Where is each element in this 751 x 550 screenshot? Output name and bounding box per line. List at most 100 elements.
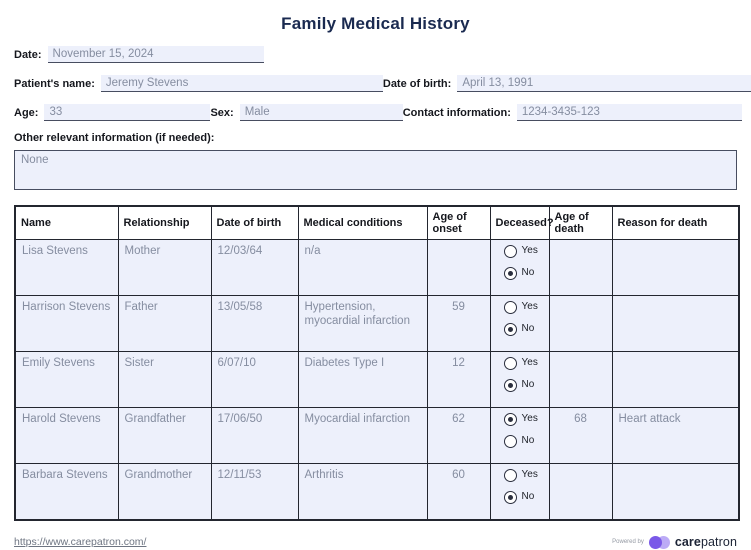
radio-label: Yes bbox=[521, 357, 538, 368]
radio-yes[interactable]: Yes bbox=[503, 300, 538, 314]
sex-input[interactable]: Male bbox=[239, 104, 403, 121]
name-cell[interactable]: Harold Stevens bbox=[14, 407, 119, 464]
family-medical-history-form: Family Medical History Date: November 15… bbox=[0, 14, 751, 550]
column-header: Name bbox=[14, 205, 119, 240]
age-group: Age: 33 bbox=[14, 104, 211, 121]
deceased-radio-group: Yes No bbox=[497, 468, 543, 504]
relationship-cell[interactable]: Grandmother bbox=[117, 463, 212, 520]
radio-yes[interactable]: Yes bbox=[503, 244, 538, 258]
dob-cell[interactable]: 13/05/58 bbox=[210, 295, 299, 352]
date-of-birth-group: Date of birth: April 13, 1991 bbox=[383, 75, 751, 92]
patient-row: Patient's name: Jeremy Stevens Date of b… bbox=[14, 75, 751, 92]
deceased-radio-group: Yes No bbox=[497, 300, 543, 336]
column-header: Deceased? bbox=[489, 205, 554, 240]
radio-circle-icon[interactable] bbox=[503, 378, 517, 392]
radio-circle-icon[interactable] bbox=[503, 434, 517, 448]
relationship-cell[interactable]: Sister bbox=[117, 351, 212, 408]
date-row: Date: November 15, 2024 bbox=[14, 46, 737, 63]
onset-cell[interactable]: 60 bbox=[426, 463, 491, 520]
powered-by-text: Powered by bbox=[612, 539, 644, 545]
radio-no[interactable]: No bbox=[503, 490, 535, 504]
radio-no[interactable]: No bbox=[503, 322, 535, 336]
radio-circle-icon[interactable] bbox=[503, 322, 517, 336]
patient-name-label: Patient's name: bbox=[14, 78, 95, 90]
conditions-cell[interactable]: n/a bbox=[297, 239, 428, 296]
age-label: Age: bbox=[14, 107, 39, 119]
column-header: Reason for death bbox=[611, 205, 740, 240]
onset-cell[interactable] bbox=[426, 239, 491, 296]
carepatron-wordmark: carepatron bbox=[674, 535, 737, 549]
radio-circle-icon[interactable] bbox=[503, 468, 517, 482]
radio-yes[interactable]: Yes bbox=[503, 356, 538, 370]
radio-circle-icon[interactable] bbox=[503, 356, 517, 370]
radio-label: No bbox=[521, 323, 535, 334]
reason-cell[interactable] bbox=[611, 239, 740, 296]
name-cell[interactable]: Emily Stevens bbox=[14, 351, 119, 408]
radio-label: Yes bbox=[521, 245, 538, 256]
name-cell[interactable]: Harrison Stevens bbox=[14, 295, 119, 352]
date-of-birth-input[interactable]: April 13, 1991 bbox=[457, 75, 751, 92]
radio-circle-icon[interactable] bbox=[503, 244, 517, 258]
name-cell[interactable]: Lisa Stevens bbox=[14, 239, 119, 296]
column-header: Date of birth bbox=[210, 205, 299, 240]
table-header-row: Name Relationship Date of birth Medical con… bbox=[14, 205, 740, 240]
date-input[interactable]: November 15, 2024 bbox=[47, 46, 264, 63]
deceased-cell: Yes No bbox=[489, 295, 550, 352]
table-row: Harold Stevens Grandfather 17/06/50 Myocard… bbox=[14, 407, 740, 464]
radio-circle-icon[interactable] bbox=[503, 300, 517, 314]
dob-cell[interactable]: 12/11/53 bbox=[210, 463, 299, 520]
deceased-radio-group: Yes No bbox=[497, 244, 543, 280]
carepatron-link[interactable]: https://www.carepatron.com/ bbox=[14, 536, 147, 548]
name-cell[interactable]: Barbara Stevens bbox=[14, 463, 119, 520]
age-death-cell[interactable] bbox=[548, 239, 613, 296]
page-title: Family Medical History bbox=[281, 14, 470, 33]
age-death-cell[interactable] bbox=[548, 295, 613, 352]
radio-circle-icon[interactable] bbox=[503, 266, 517, 280]
age-death-cell[interactable] bbox=[548, 463, 613, 520]
reason-cell[interactable] bbox=[611, 463, 740, 520]
conditions-cell[interactable]: Myocardial infarction bbox=[297, 407, 428, 464]
family-table-body: Lisa Stevens Mother 12/03/64 n/a Yes No Harris… bbox=[14, 239, 740, 520]
radio-label: No bbox=[521, 491, 535, 502]
relationship-cell[interactable]: Grandfather bbox=[117, 407, 212, 464]
age-death-cell[interactable] bbox=[548, 351, 613, 408]
radio-no[interactable]: No bbox=[503, 378, 534, 392]
contact-group: Contact information: 1234-3435-123 bbox=[403, 104, 742, 121]
demographics-row: Age: 33 Sex: Male Contact information: 1… bbox=[14, 104, 742, 121]
dob-cell[interactable]: 6/07/10 bbox=[210, 351, 299, 408]
conditions-cell[interactable]: Hypertension, myocardial infarction bbox=[297, 295, 428, 352]
contact-input[interactable]: 1234-3435-123 bbox=[516, 104, 742, 121]
relationship-cell[interactable]: Mother bbox=[117, 239, 212, 296]
age-death-cell[interactable]: 68 bbox=[548, 407, 613, 464]
reason-cell[interactable] bbox=[611, 351, 740, 408]
radio-no[interactable]: No bbox=[503, 266, 534, 280]
radio-circle-icon[interactable] bbox=[503, 412, 517, 426]
column-header: Medical conditions bbox=[297, 205, 428, 240]
onset-cell[interactable]: 62 bbox=[426, 407, 491, 464]
radio-yes[interactable]: Yes bbox=[503, 412, 538, 426]
family-history-table: Name Relationship Date of birth Medical con… bbox=[14, 205, 740, 521]
footer: https://www.carepatron.com/ Powered by c… bbox=[14, 535, 737, 550]
reason-cell[interactable] bbox=[611, 295, 740, 352]
date-of-birth-label: Date of birth: bbox=[382, 78, 452, 90]
dob-cell[interactable]: 12/03/64 bbox=[210, 239, 299, 296]
age-input[interactable]: 33 bbox=[44, 104, 211, 121]
patient-name-input[interactable]: Jeremy Stevens bbox=[100, 75, 383, 92]
reason-cell[interactable]: Heart attack bbox=[611, 407, 740, 464]
radio-no[interactable]: No bbox=[503, 434, 534, 448]
radio-circle-icon[interactable] bbox=[503, 490, 517, 504]
radio-label: Yes bbox=[521, 301, 538, 312]
column-header: Age of onset bbox=[426, 205, 491, 240]
radio-yes[interactable]: Yes bbox=[503, 468, 538, 482]
dob-cell[interactable]: 17/06/50 bbox=[210, 407, 299, 464]
carepatron-logo-icon bbox=[648, 535, 670, 550]
onset-cell[interactable]: 59 bbox=[426, 295, 491, 352]
relationship-cell[interactable]: Father bbox=[117, 295, 212, 352]
deceased-radio-group: Yes No bbox=[497, 356, 543, 392]
conditions-cell[interactable]: Arthritis bbox=[297, 463, 428, 520]
conditions-cell[interactable]: Diabetes Type I bbox=[297, 351, 428, 408]
table-row: Barbara Stevens Grandmother 12/11/53 Arthri… bbox=[14, 463, 740, 520]
deceased-cell: Yes No bbox=[489, 463, 550, 520]
onset-cell[interactable]: 12 bbox=[426, 351, 491, 408]
other-info-textarea[interactable]: None bbox=[14, 150, 737, 190]
